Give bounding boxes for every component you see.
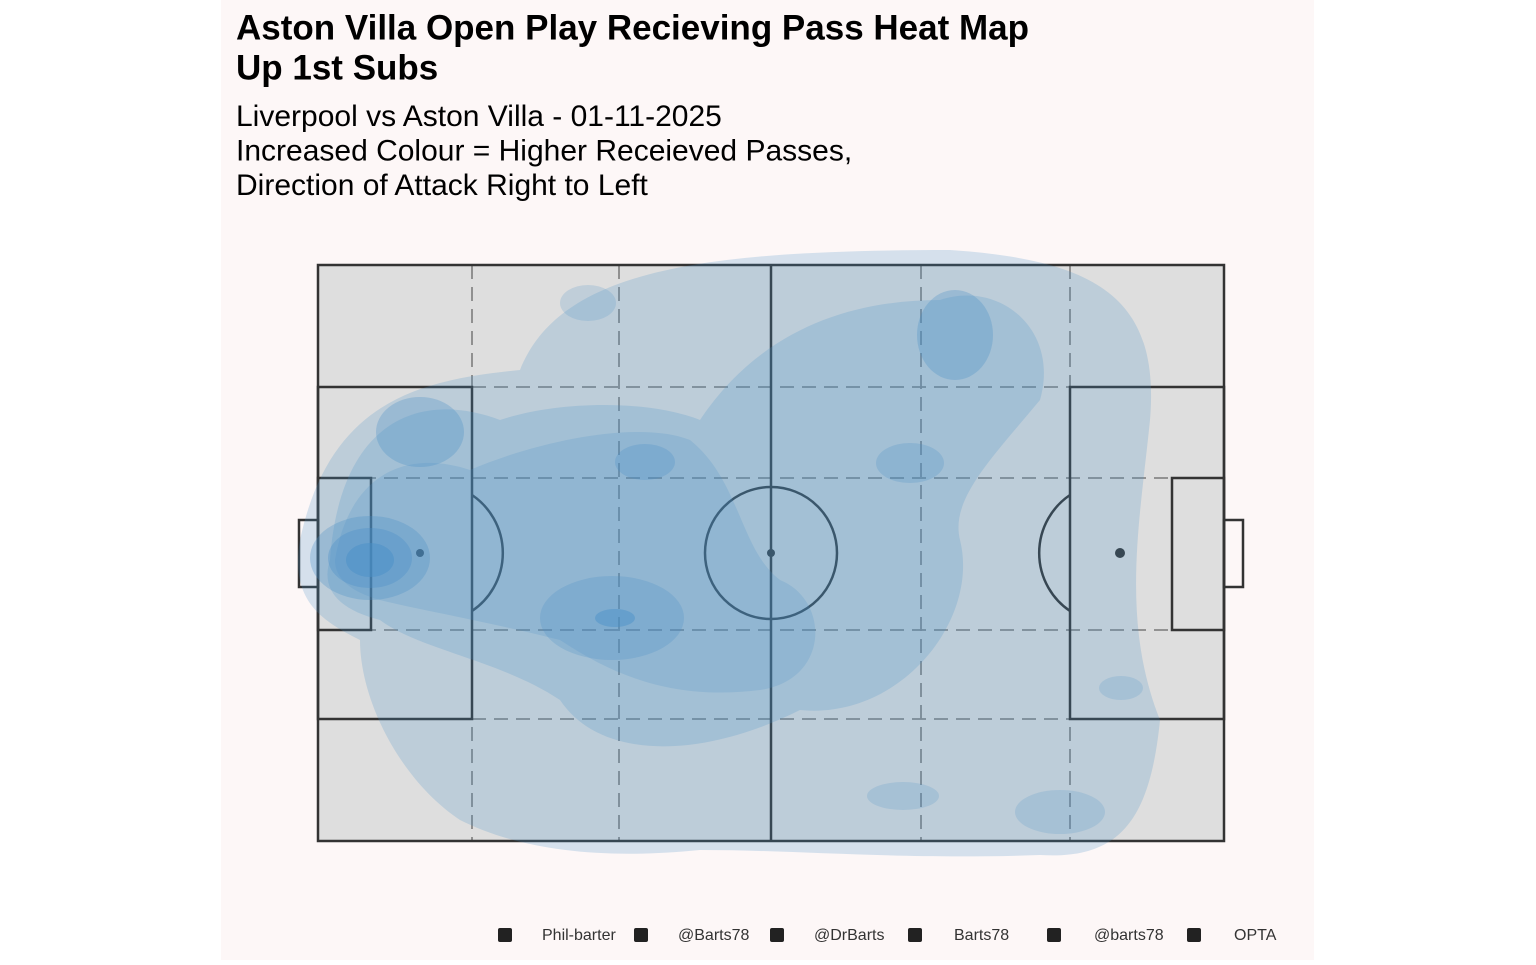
density-level	[615, 444, 675, 480]
chart-subtitle: Direction of Attack Right to Left	[236, 169, 649, 202]
caption: Phil-barter @Barts78 @DrBarts Barts78 @barts…	[498, 927, 1277, 944]
density-level	[540, 576, 684, 660]
density-level	[560, 285, 616, 321]
caption-text: Barts78	[954, 927, 1009, 944]
density-level	[335, 431, 816, 693]
chart-subtitle: Increased Colour = Higher Receieved Pass…	[236, 134, 852, 167]
caption-text: Phil-barter	[542, 927, 616, 944]
density-level	[376, 397, 464, 467]
caption-text: @barts78	[1094, 927, 1164, 944]
chart-title: Aston Villa Open Play Recieving Pass Hea…	[236, 8, 1029, 47]
heat-layer	[298, 250, 1160, 857]
density-level	[346, 543, 394, 577]
density-level	[917, 290, 993, 380]
penalty-spot	[1115, 548, 1125, 558]
goal	[297, 518, 320, 589]
caption-icon	[908, 928, 922, 942]
centre-spot	[767, 549, 775, 557]
caption-text: @Barts78	[678, 927, 749, 944]
caption-icon	[1047, 928, 1061, 942]
density-level	[1099, 676, 1143, 700]
density-level	[298, 250, 1160, 857]
centre-circle	[703, 485, 839, 621]
chart-title: Up 1st Subs	[236, 48, 438, 87]
caption-icon	[770, 928, 784, 942]
penalty-spot	[416, 549, 424, 557]
density-level	[1015, 790, 1105, 834]
density-level	[327, 295, 1044, 747]
caption-icon	[498, 928, 512, 942]
density-level	[595, 609, 635, 627]
density-level	[876, 443, 944, 483]
density-level	[867, 782, 939, 810]
penalty-arc	[471, 493, 505, 613]
caption-icon	[1187, 928, 1201, 942]
caption-text: OPTA	[1234, 927, 1277, 944]
caption-text: @DrBarts	[814, 927, 884, 944]
caption-icon	[634, 928, 648, 942]
penalty-arc	[1037, 493, 1071, 613]
goal	[1222, 518, 1245, 589]
chart-subtitle: Liverpool vs Aston Villa - 01-11-2025	[236, 100, 722, 133]
pitch	[297, 263, 1245, 843]
titles: Aston Villa Open Play Recieving Pass Hea…	[236, 8, 1029, 202]
